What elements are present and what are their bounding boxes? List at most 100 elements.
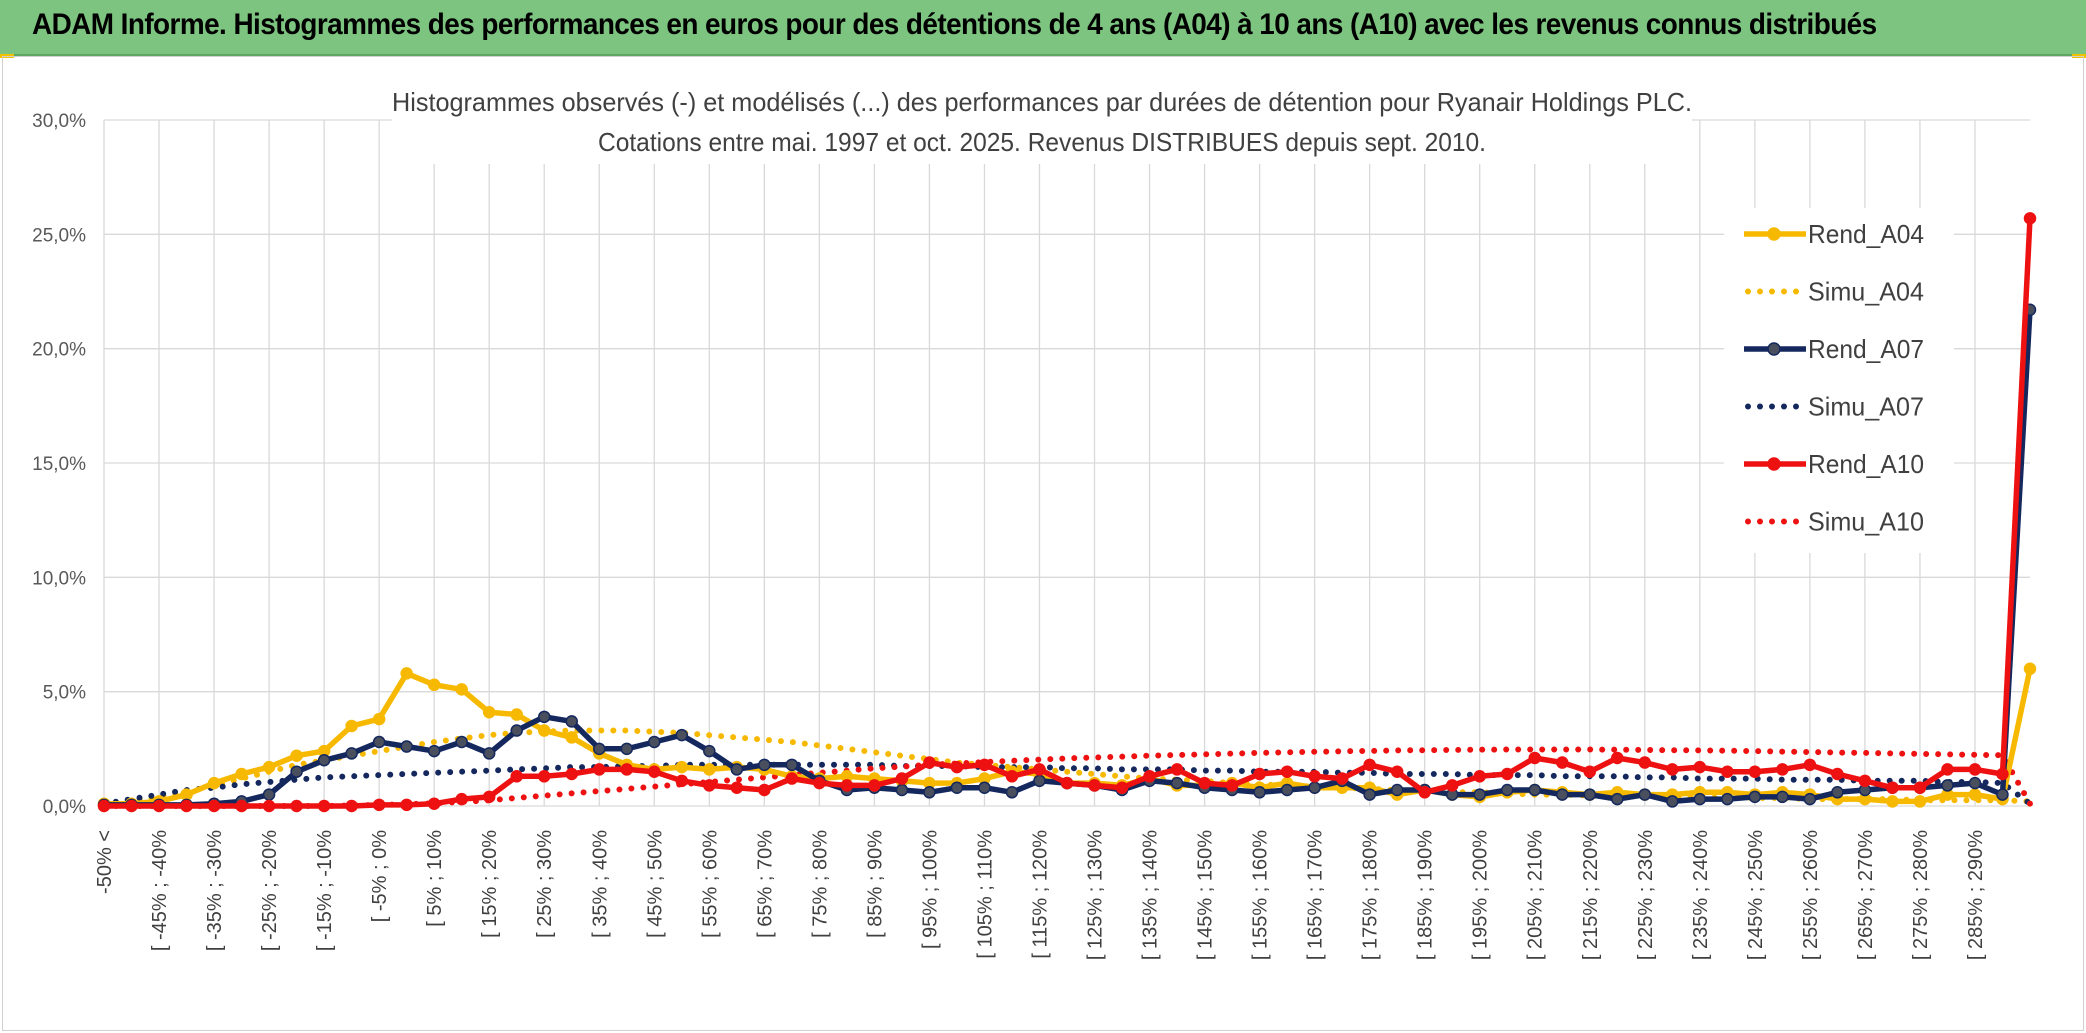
x-tick-label: [ 55% ; 60% [699, 830, 721, 938]
chart-title: Histogrammes observés (-) et modélisés (… [392, 87, 1692, 117]
data-point [235, 799, 248, 813]
data-point [1528, 751, 1541, 765]
data-point [923, 786, 936, 799]
data-point [262, 799, 276, 813]
data-point [1473, 770, 1486, 783]
x-tick-label: -50% < [94, 830, 116, 894]
data-point [1280, 783, 1294, 797]
data-point [1831, 786, 1844, 799]
data-point [1693, 792, 1707, 806]
data-point [180, 799, 193, 813]
x-tick-label: [ 155% ; 160% [1250, 830, 1272, 960]
data-point [1473, 788, 1486, 801]
data-point [152, 799, 166, 813]
data-point [427, 744, 441, 758]
data-point [510, 708, 523, 721]
x-tick-label: [ 85% ; 90% [864, 830, 886, 938]
data-point [1583, 765, 1597, 778]
data-point [675, 728, 689, 742]
x-tick-label: [ 35% ; 40% [589, 830, 611, 938]
data-point [923, 756, 936, 769]
data-point [482, 705, 496, 719]
data-point [1721, 792, 1734, 806]
x-tick-label: [ 95% ; 100% [919, 830, 941, 949]
data-point [840, 779, 854, 792]
x-tick-label: [ 5% ; 10% [424, 830, 446, 927]
data-point [1968, 788, 1982, 801]
x-tick-label: [ 135% ; 140% [1140, 830, 1162, 960]
data-point [868, 779, 881, 792]
data-point [207, 799, 221, 813]
legend-marker [1767, 457, 1781, 471]
data-point [372, 712, 386, 726]
data-point [345, 799, 358, 813]
legend-background [1724, 208, 1954, 553]
data-point [565, 731, 578, 744]
data-point [1033, 763, 1046, 776]
data-point [537, 724, 551, 737]
data-point [1005, 786, 1019, 799]
data-point [703, 779, 716, 792]
chart-frame [2, 56, 2084, 1031]
data-point [895, 783, 909, 797]
data-point [1968, 763, 1982, 776]
x-tick-label: [ 105% ; 110% [974, 830, 996, 959]
data-point [125, 799, 138, 813]
data-point [1088, 779, 1101, 792]
series-line-simu_a04 [101, 727, 2033, 807]
data-point [978, 781, 991, 794]
data-point [1583, 788, 1597, 801]
data-point [703, 763, 716, 776]
data-point [950, 781, 964, 794]
data-point [1611, 792, 1624, 806]
x-tick-label: [ 235% ; 240% [1690, 830, 1712, 960]
data-point [1556, 788, 1569, 801]
y-tick-label: 30,0% [32, 111, 86, 132]
data-point [1500, 767, 1514, 781]
data-point [1253, 767, 1266, 781]
data-point [1941, 779, 1954, 792]
legend-label: Simu_A04 [1808, 277, 1924, 307]
data-point [565, 767, 578, 781]
data-point [400, 798, 413, 812]
data-point [648, 735, 661, 749]
x-tick-label: [ 185% ; 190% [1415, 830, 1437, 960]
data-point [1968, 776, 1982, 790]
data-point [482, 790, 496, 804]
data-point [1748, 765, 1762, 778]
legend-marker [1767, 342, 1781, 356]
x-tick-label: [ 45% ; 50% [644, 830, 666, 938]
data-point [262, 788, 276, 801]
data-point [427, 797, 441, 810]
axes: 0,0% 5,0% 10,0% 15,0% 20,0% 25,0% 30,0% -50% < [… [32, 111, 1987, 960]
data-point [1335, 772, 1349, 785]
series-lines [97, 212, 2037, 813]
banner: ADAM Informe. Histogrammes des performan… [0, 0, 2086, 56]
x-tick-label: [ -15% ; -10% [314, 830, 336, 951]
data-point [537, 710, 551, 724]
data-point [785, 772, 799, 785]
data-point [1280, 765, 1294, 778]
data-point [1225, 779, 1239, 792]
y-tick-label: 0,0% [43, 797, 86, 818]
data-point [1308, 781, 1321, 794]
data-point [785, 758, 799, 772]
data-point [1941, 763, 1954, 776]
data-point [1996, 767, 2009, 781]
legend-label: Rend_A04 [1808, 219, 1924, 249]
y-tick-label: 5,0% [43, 683, 86, 704]
data-point [290, 765, 303, 778]
legend-label: Rend_A07 [1808, 334, 1924, 364]
x-tick-label: [ 165% ; 170% [1305, 830, 1327, 960]
data-point [537, 770, 551, 783]
x-tick-label: [ 195% ; 200% [1470, 830, 1492, 960]
x-tick-label: [ 175% ; 180% [1360, 830, 1382, 960]
data-point [1418, 786, 1431, 799]
data-point [648, 765, 661, 778]
x-tick-label: [ 115% ; 120% [1029, 830, 1051, 959]
legend-label: Simu_A10 [1808, 507, 1924, 537]
data-point [1776, 763, 1789, 776]
title-background [392, 80, 1692, 164]
x-tick-label: [ 205% ; 210% [1525, 830, 1547, 960]
